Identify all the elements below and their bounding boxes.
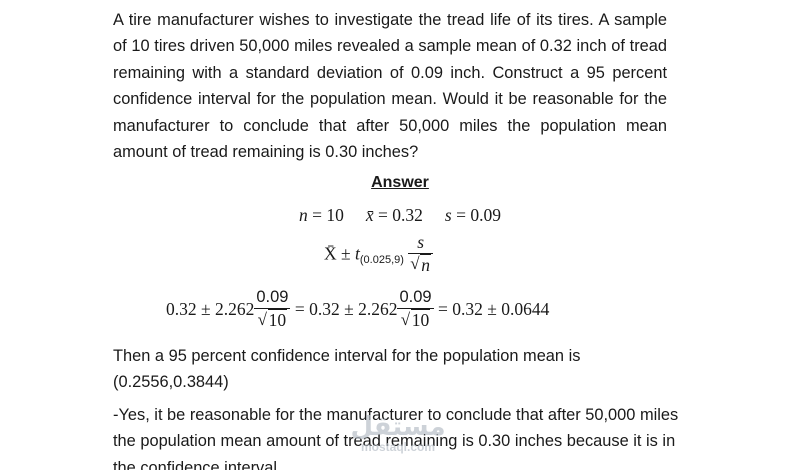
- s-value: = 0.09: [456, 205, 501, 225]
- computation-lead: 0.32 ± 2.262: [166, 298, 255, 319]
- sqrt-icon: √: [400, 310, 411, 329]
- plus-minus-sign: ±: [336, 243, 355, 264]
- t-subscript: (0.025,9): [359, 254, 404, 267]
- fraction-1: 0.09 √ 10: [254, 286, 291, 332]
- confidence-interval-formula: X̄ ± t(0.025,9) s √ n: [324, 232, 434, 282]
- answer-heading: Answer: [371, 174, 429, 191]
- computation-middle: = 0.32 ± 2.262: [290, 298, 398, 319]
- fraction-1-denominator: 10: [267, 309, 288, 330]
- computation-result: = 0.32 ± 0.0644: [433, 298, 550, 319]
- conclusion-statement: -Yes, it be reasonable for the manufactu…: [113, 406, 679, 470]
- xbar-symbol: x̄: [365, 205, 374, 225]
- fraction-denominator: n: [421, 255, 431, 275]
- s-over-sqrt-n-fraction: s √ n: [408, 232, 434, 276]
- fraction-numerator: s: [408, 232, 434, 254]
- fraction-2-denominator: 10: [410, 309, 431, 330]
- fraction-1-numerator: 0.09: [254, 286, 291, 309]
- given-values: n = 10 x̄ = 0.32 s = 0.09: [0, 205, 800, 226]
- n-value: = 10: [312, 205, 344, 225]
- fraction-2-numerator: 0.09: [397, 286, 434, 309]
- problem-statement: A tire manufacturer wishes to investigat…: [113, 11, 667, 162]
- n-symbol: n: [299, 205, 308, 225]
- xbar-symbol-upper: X̄: [324, 243, 337, 264]
- xbar-value: = 0.32: [378, 205, 423, 225]
- t-symbol: t: [355, 243, 360, 264]
- interval-computation: 0.32 ± 2.262 0.09 √ 10 = 0.32 ± 2.262 0.09 √ 1…: [166, 286, 549, 332]
- interval-statement: Then a 95 percent confidence interval fo…: [113, 347, 581, 392]
- fraction-2: 0.09 √ 10: [397, 286, 434, 332]
- sqrt-icon: √: [410, 254, 420, 273]
- sqrt-icon: √: [257, 310, 268, 329]
- s-symbol: s: [444, 205, 452, 225]
